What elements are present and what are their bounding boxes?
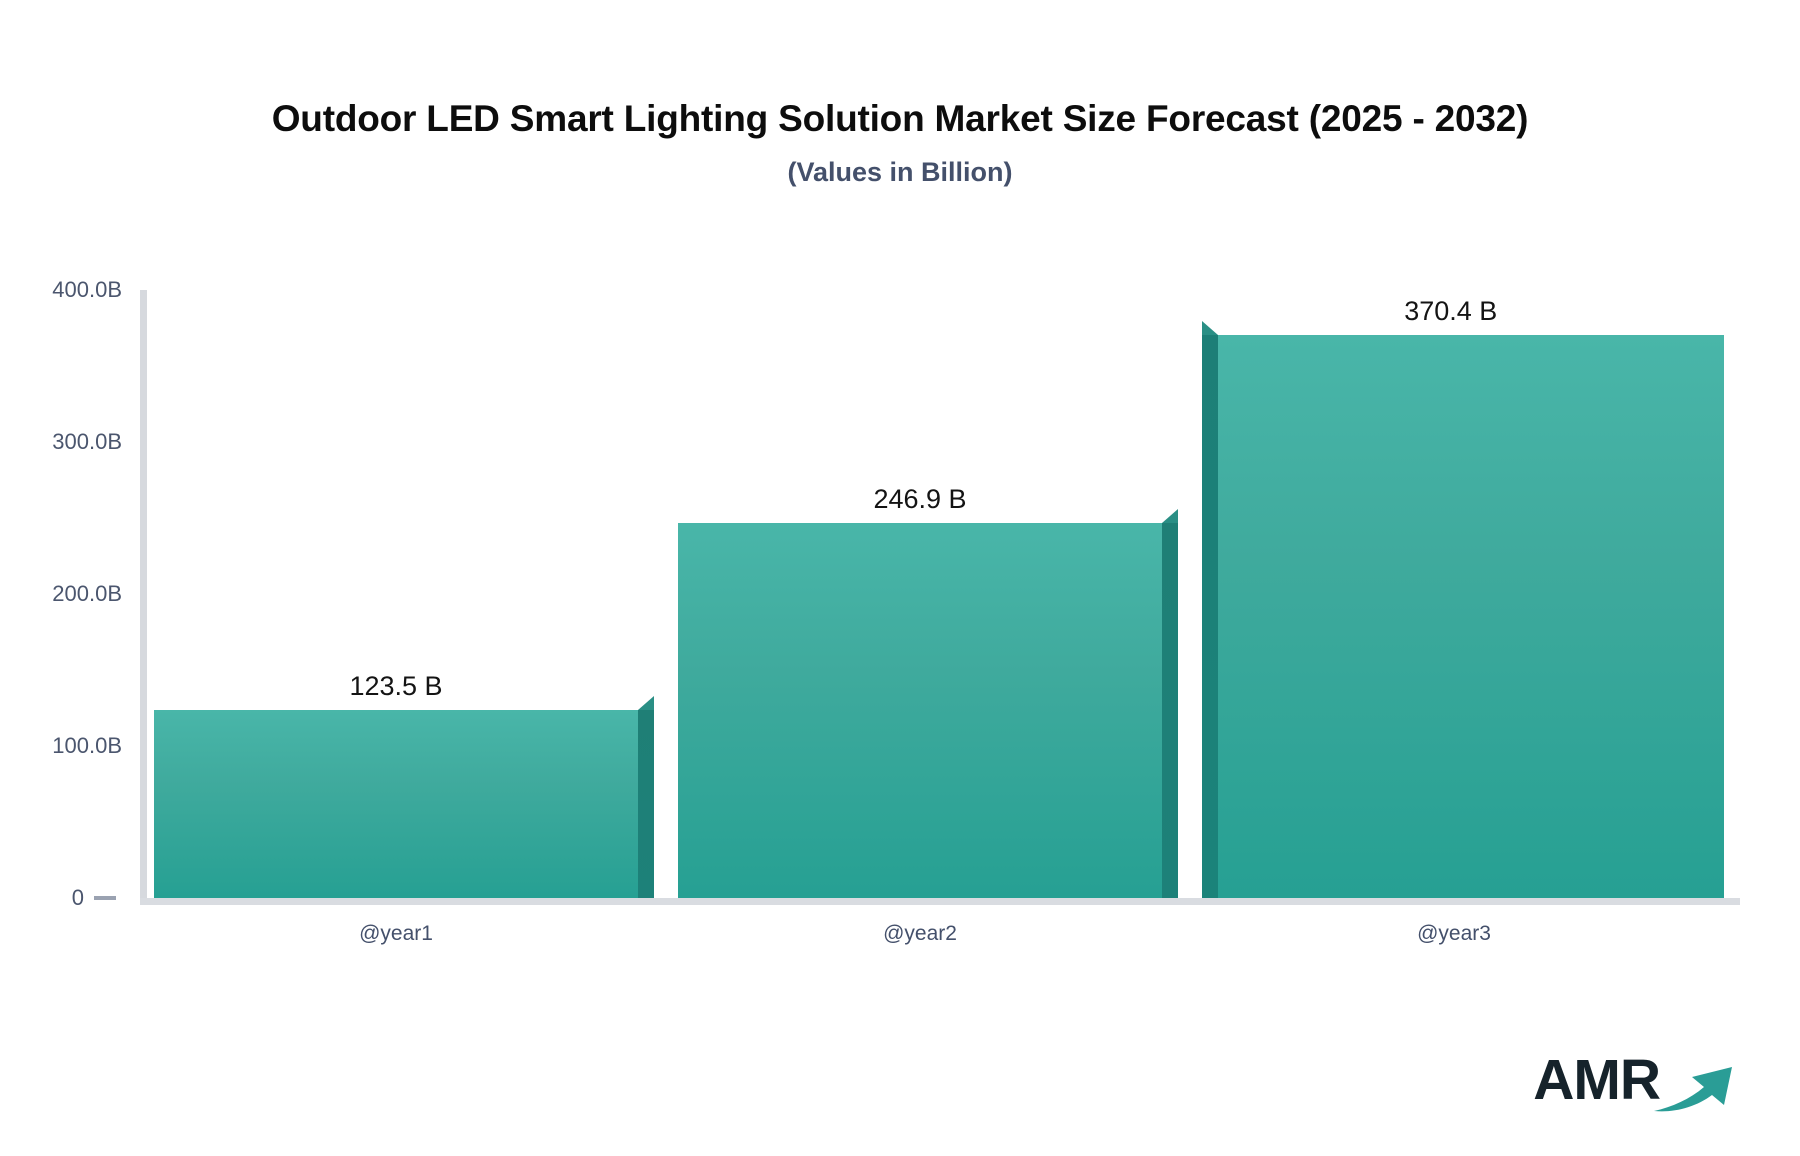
- bar-year3[interactable]: [1218, 335, 1724, 898]
- bar-year1[interactable]: [154, 710, 638, 898]
- amr-logo-text: AMR: [1533, 1048, 1661, 1112]
- y-axis-line: [140, 290, 147, 898]
- y-tick-label-0: 0: [71, 885, 84, 910]
- y-tick-label-100: 100.0B: [52, 733, 122, 758]
- bar-value-year3: 370.4 B: [1404, 296, 1498, 326]
- x-tick-label-year2: @year2: [883, 922, 957, 945]
- bar-year2-side: [1162, 509, 1178, 898]
- chart-subtitle: (Values in Billion): [787, 156, 1013, 187]
- growth-arrow-icon: [1652, 1053, 1738, 1120]
- y-tick-mark-0: [94, 896, 116, 900]
- page-title: Outdoor LED Smart Lighting Solution Mark…: [271, 98, 1529, 139]
- chart-header: Outdoor LED Smart Lighting Solution Mark…: [0, 98, 1800, 188]
- bar-value-year2: 246.9 B: [873, 484, 967, 514]
- bar-year3-side: [1202, 321, 1218, 898]
- y-tick-label-200: 200.0B: [52, 581, 122, 606]
- x-tick-label-year1: @year1: [359, 922, 433, 945]
- y-tick-label-400: 400.0B: [52, 277, 122, 302]
- bar-group-year2[interactable]: 246.9 B: [678, 484, 1178, 898]
- bar-year2[interactable]: [678, 523, 1162, 898]
- x-tick-label-year3: @year3: [1417, 922, 1491, 945]
- bar-value-year1: 123.5 B: [349, 671, 443, 701]
- bar-year1-side: [638, 696, 654, 898]
- y-tick-label-300: 300.0B: [52, 429, 122, 454]
- y-axis-labels: 400.0B 300.0B 200.0B 100.0B 0: [0, 277, 122, 910]
- plot-area: 123.5 B 246.9 B 370.4 B: [140, 290, 1740, 905]
- bar-group-year3[interactable]: 370.4 B: [1202, 296, 1724, 898]
- bar-group-year1[interactable]: 123.5 B: [154, 671, 654, 898]
- amr-logo: AMR: [1533, 1041, 1738, 1120]
- x-axis-line: [140, 898, 1740, 905]
